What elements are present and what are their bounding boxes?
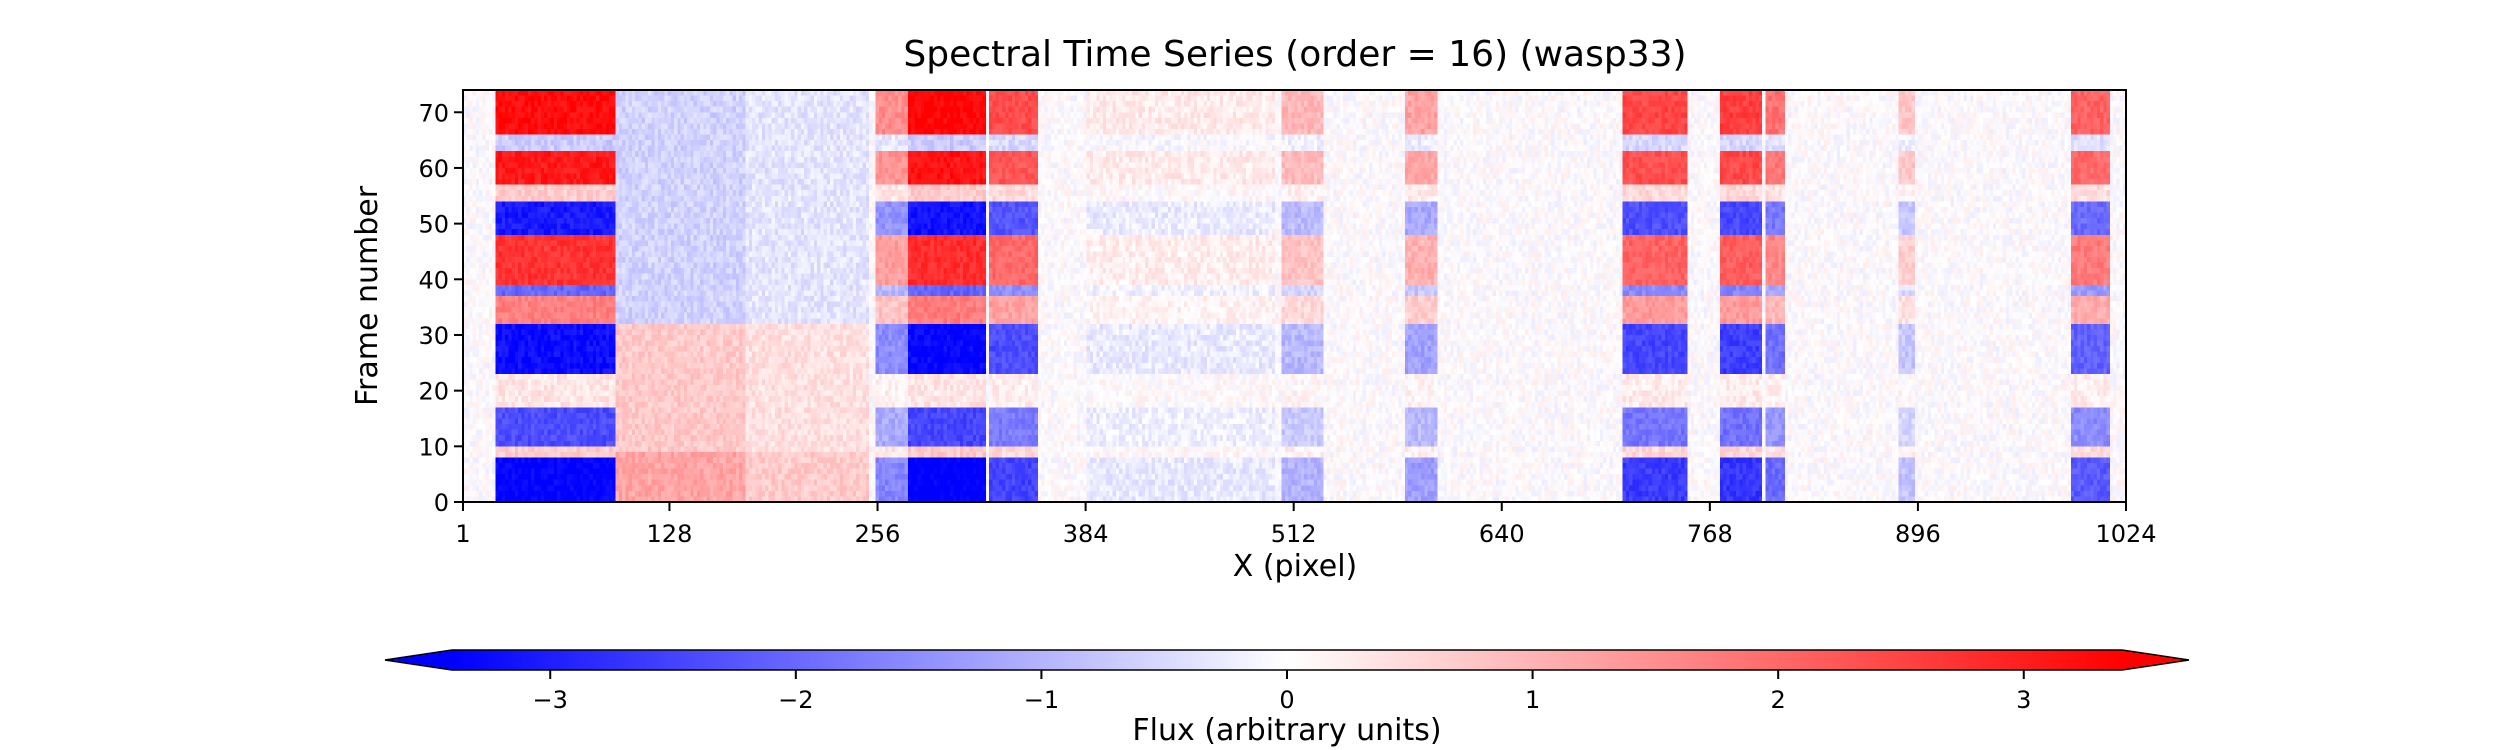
chart-title: Spectral Time Series (order = 16) (wasp3… (903, 34, 1686, 75)
colorbar-label: Flux (arbitrary units) (1132, 713, 1441, 748)
y-tick-label: 20 (418, 378, 449, 406)
x-tick-label: 128 (647, 520, 693, 548)
y-tick-label: 30 (418, 322, 449, 350)
colorbar-tick-label: 0 (1279, 686, 1294, 714)
heatmap-image (463, 90, 2126, 502)
colorbar-tick-label: −3 (533, 686, 568, 714)
y-axis: 0 10 20 30 40 50 60 70 (418, 99, 463, 517)
y-axis-label: Frame number (350, 185, 385, 406)
y-tick-label: 0 (434, 489, 449, 517)
y-tick-label: 10 (418, 433, 449, 461)
colorbar-tick-label: 1 (1525, 686, 1540, 714)
x-tick-label: 640 (1479, 520, 1525, 548)
x-axis: 1 128 256 384 512 640 768 896 1024 (455, 502, 2157, 548)
colorbar-tick-label: 3 (2016, 686, 2031, 714)
x-tick-label: 1 (455, 520, 470, 548)
x-tick-label: 768 (1687, 520, 1733, 548)
y-tick-label: 40 (418, 266, 449, 294)
x-tick-label: 512 (1271, 520, 1317, 548)
y-tick-label: 50 (418, 211, 449, 239)
y-tick-label: 60 (418, 155, 449, 183)
x-axis-label: X (pixel) (1233, 549, 1358, 584)
colorbar-tick-label: 2 (1771, 686, 1786, 714)
x-tick-label: 896 (1895, 520, 1941, 548)
colorbar-gradient (385, 650, 2189, 670)
x-tick-label: 256 (855, 520, 901, 548)
y-tick-label: 70 (418, 99, 449, 127)
x-tick-label: 1024 (2095, 520, 2156, 548)
colorbar-ticks: −3 −2 −1 0 1 2 3 (533, 670, 2031, 714)
colorbar-tick-label: −1 (1024, 686, 1059, 714)
x-tick-label: 384 (1063, 520, 1109, 548)
colorbar-tick-label: −2 (778, 686, 813, 714)
